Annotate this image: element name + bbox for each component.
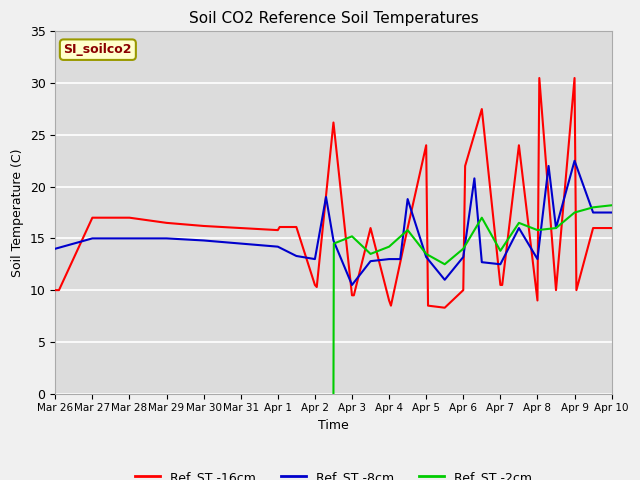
Legend: Ref_ST -16cm, Ref_ST -8cm, Ref_ST -2cm: Ref_ST -16cm, Ref_ST -8cm, Ref_ST -2cm bbox=[130, 466, 537, 480]
X-axis label: Time: Time bbox=[318, 419, 349, 432]
Y-axis label: Soil Temperature (C): Soil Temperature (C) bbox=[11, 148, 24, 277]
Title: Soil CO2 Reference Soil Temperatures: Soil CO2 Reference Soil Temperatures bbox=[189, 11, 478, 26]
Text: SI_soilco2: SI_soilco2 bbox=[63, 43, 132, 56]
